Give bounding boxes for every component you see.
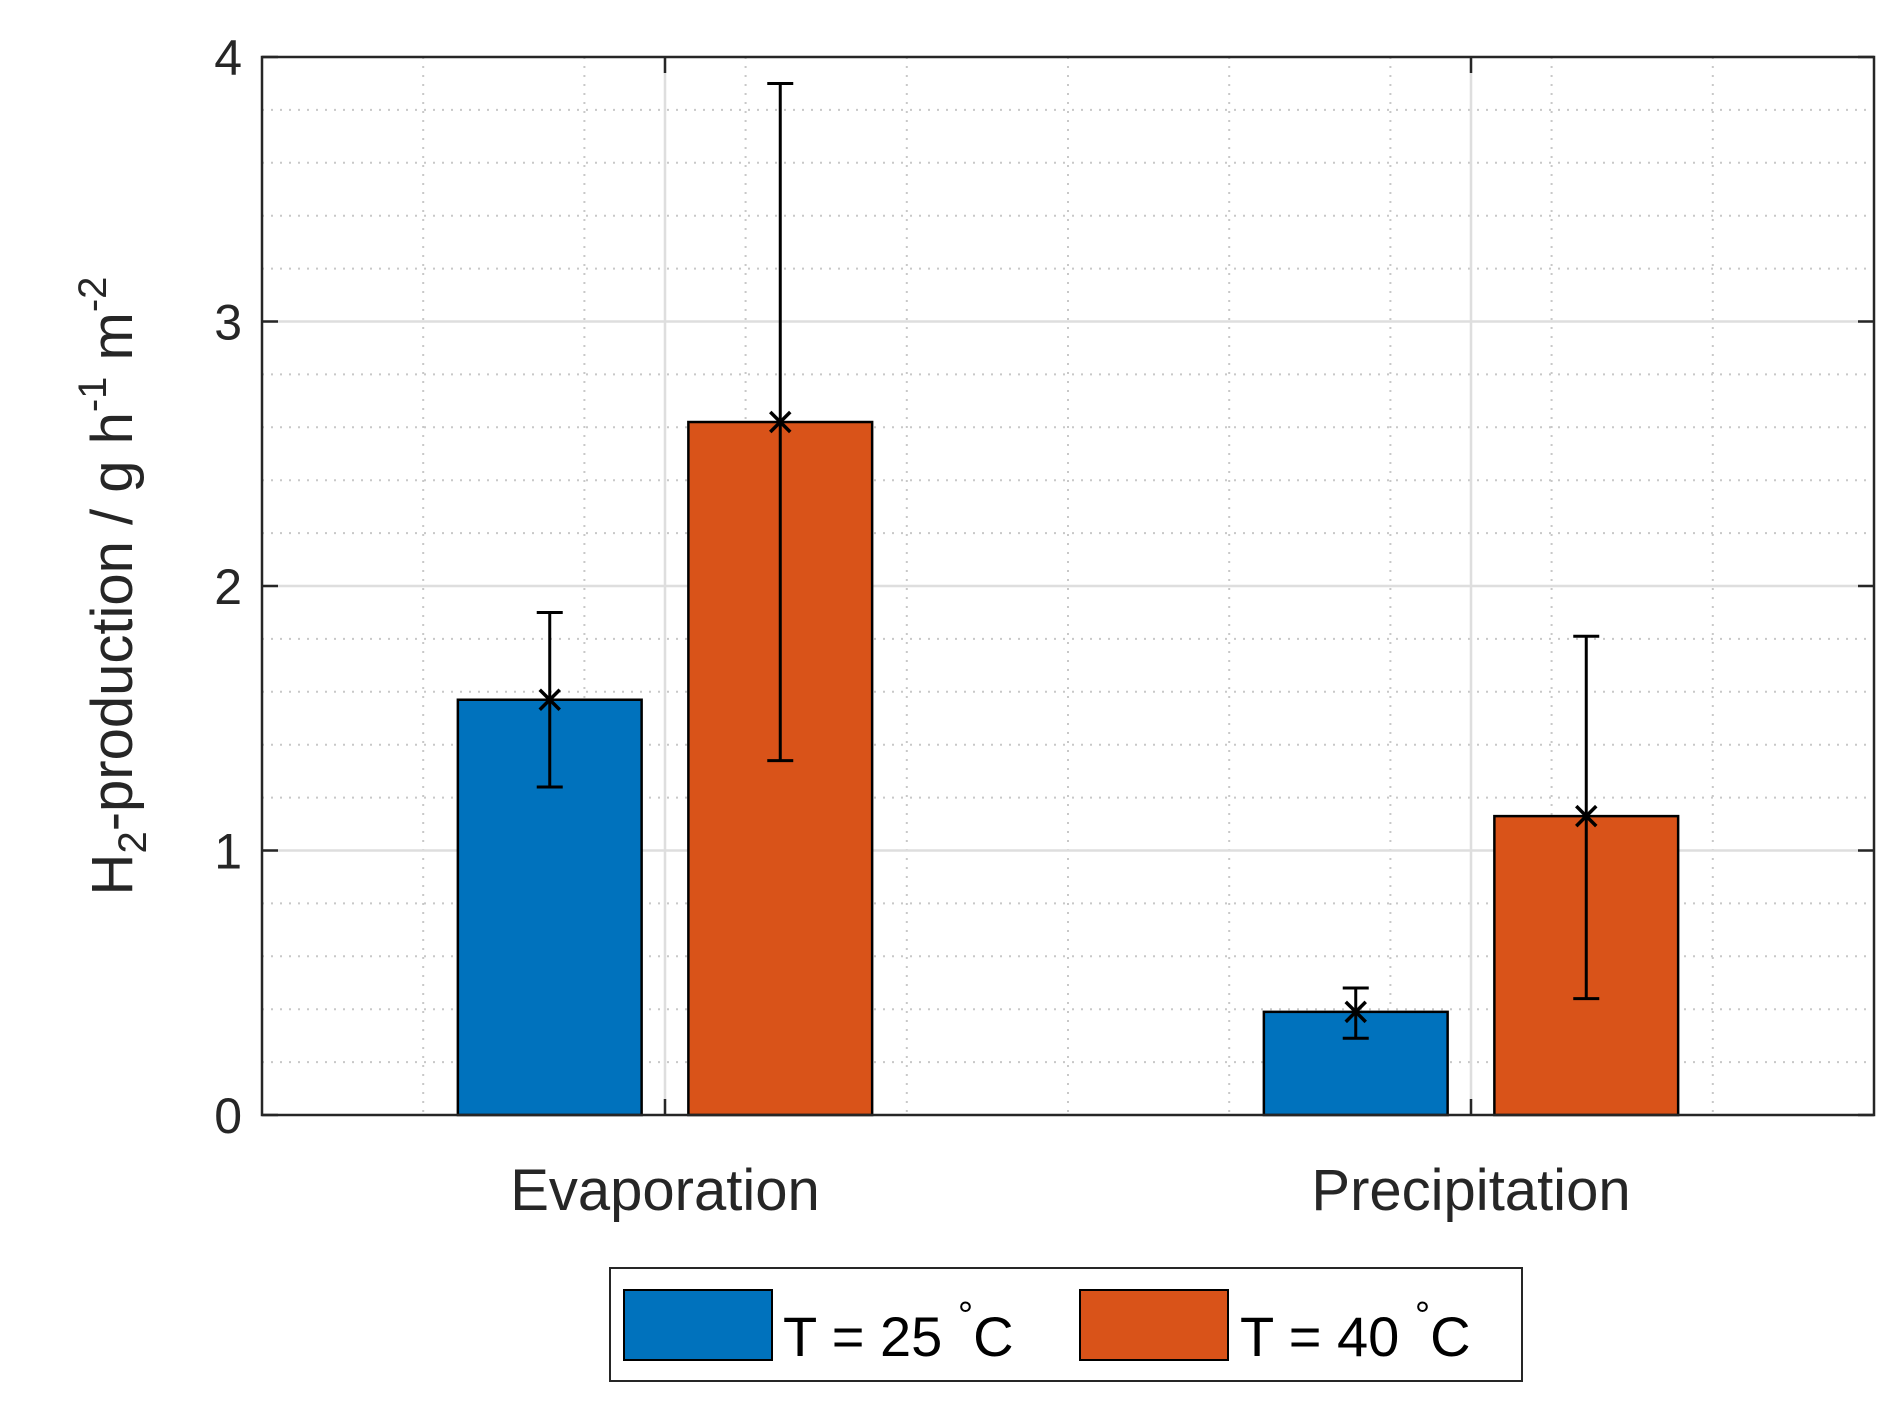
legend-label-25c-degree: ° bbox=[958, 1295, 973, 1337]
y-tick-label: 0 bbox=[214, 1088, 242, 1144]
y-tick-label: 2 bbox=[214, 559, 242, 615]
legend-label-40c-unit: C bbox=[1430, 1305, 1470, 1368]
y-axis-title-sup1: -1 bbox=[71, 377, 115, 413]
errorbar-evaporation-series-1-marker-b bbox=[769, 410, 792, 434]
legend-label-40c: T = 40 °C bbox=[1240, 1295, 1471, 1368]
y-axis-title-subscript: 2 bbox=[111, 831, 155, 853]
legend-label-40c-degree: ° bbox=[1415, 1295, 1430, 1337]
errorbar-evaporation-series-0-marker-b bbox=[538, 688, 561, 711]
legend-swatch-25c bbox=[623, 1289, 773, 1361]
y-axis-title: H2-production / g h-1 m-2 bbox=[71, 277, 155, 896]
y-tick-labels: 0 1 2 3 4 bbox=[214, 30, 242, 1144]
y-tick-label: 3 bbox=[214, 295, 242, 351]
axis-ticks bbox=[262, 55, 1874, 1117]
error-bars bbox=[536, 81, 1600, 1040]
legend-label-25c: T = 25 °C bbox=[783, 1295, 1014, 1368]
legend-label-25c-main: T = 25 bbox=[783, 1305, 958, 1368]
legend-label-25c-unit: C bbox=[973, 1305, 1013, 1368]
bars bbox=[456, 420, 1680, 1117]
legend-swatch-40c bbox=[1079, 1289, 1229, 1361]
category-label-evaporation: Evaporation bbox=[510, 1158, 820, 1223]
y-axis-title-prefix: H bbox=[80, 854, 145, 896]
y-axis-title-middle: -production / g h bbox=[80, 412, 145, 831]
y-tick-label: 1 bbox=[214, 824, 242, 880]
y-axis-title-sup2: -2 bbox=[71, 277, 115, 313]
errorbar-precipitation-series-1-marker-b bbox=[1575, 804, 1598, 828]
errorbar-precipitation-series-0-marker-b bbox=[1344, 1000, 1367, 1024]
legend: T = 25 °C T = 40 °C bbox=[609, 1267, 1523, 1382]
category-label-precipitation: Precipitation bbox=[1311, 1158, 1630, 1223]
legend-label-40c-main: T = 40 bbox=[1240, 1305, 1415, 1368]
category-labels: Evaporation Precipitation bbox=[510, 1158, 1630, 1223]
y-tick-label: 4 bbox=[214, 30, 242, 86]
y-axis-title-space: m bbox=[80, 312, 145, 376]
